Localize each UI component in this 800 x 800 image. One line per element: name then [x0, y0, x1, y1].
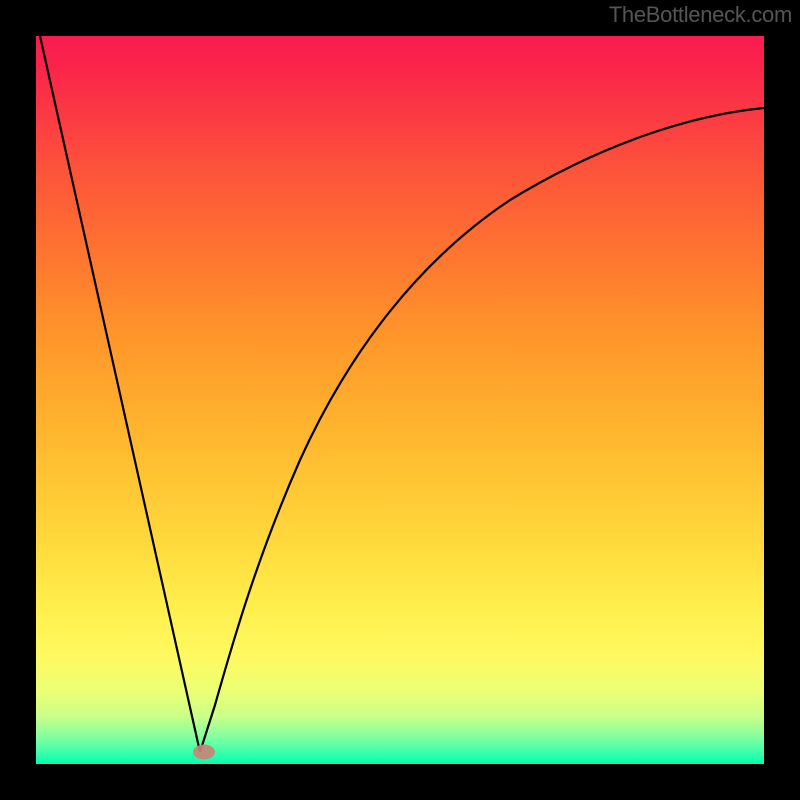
watermark-text: TheBottleneck.com [609, 2, 792, 28]
bottleneck-chart: TheBottleneck.com [0, 0, 800, 800]
minimum-marker [193, 745, 215, 760]
plot-background [36, 36, 764, 764]
chart-svg [0, 0, 800, 800]
